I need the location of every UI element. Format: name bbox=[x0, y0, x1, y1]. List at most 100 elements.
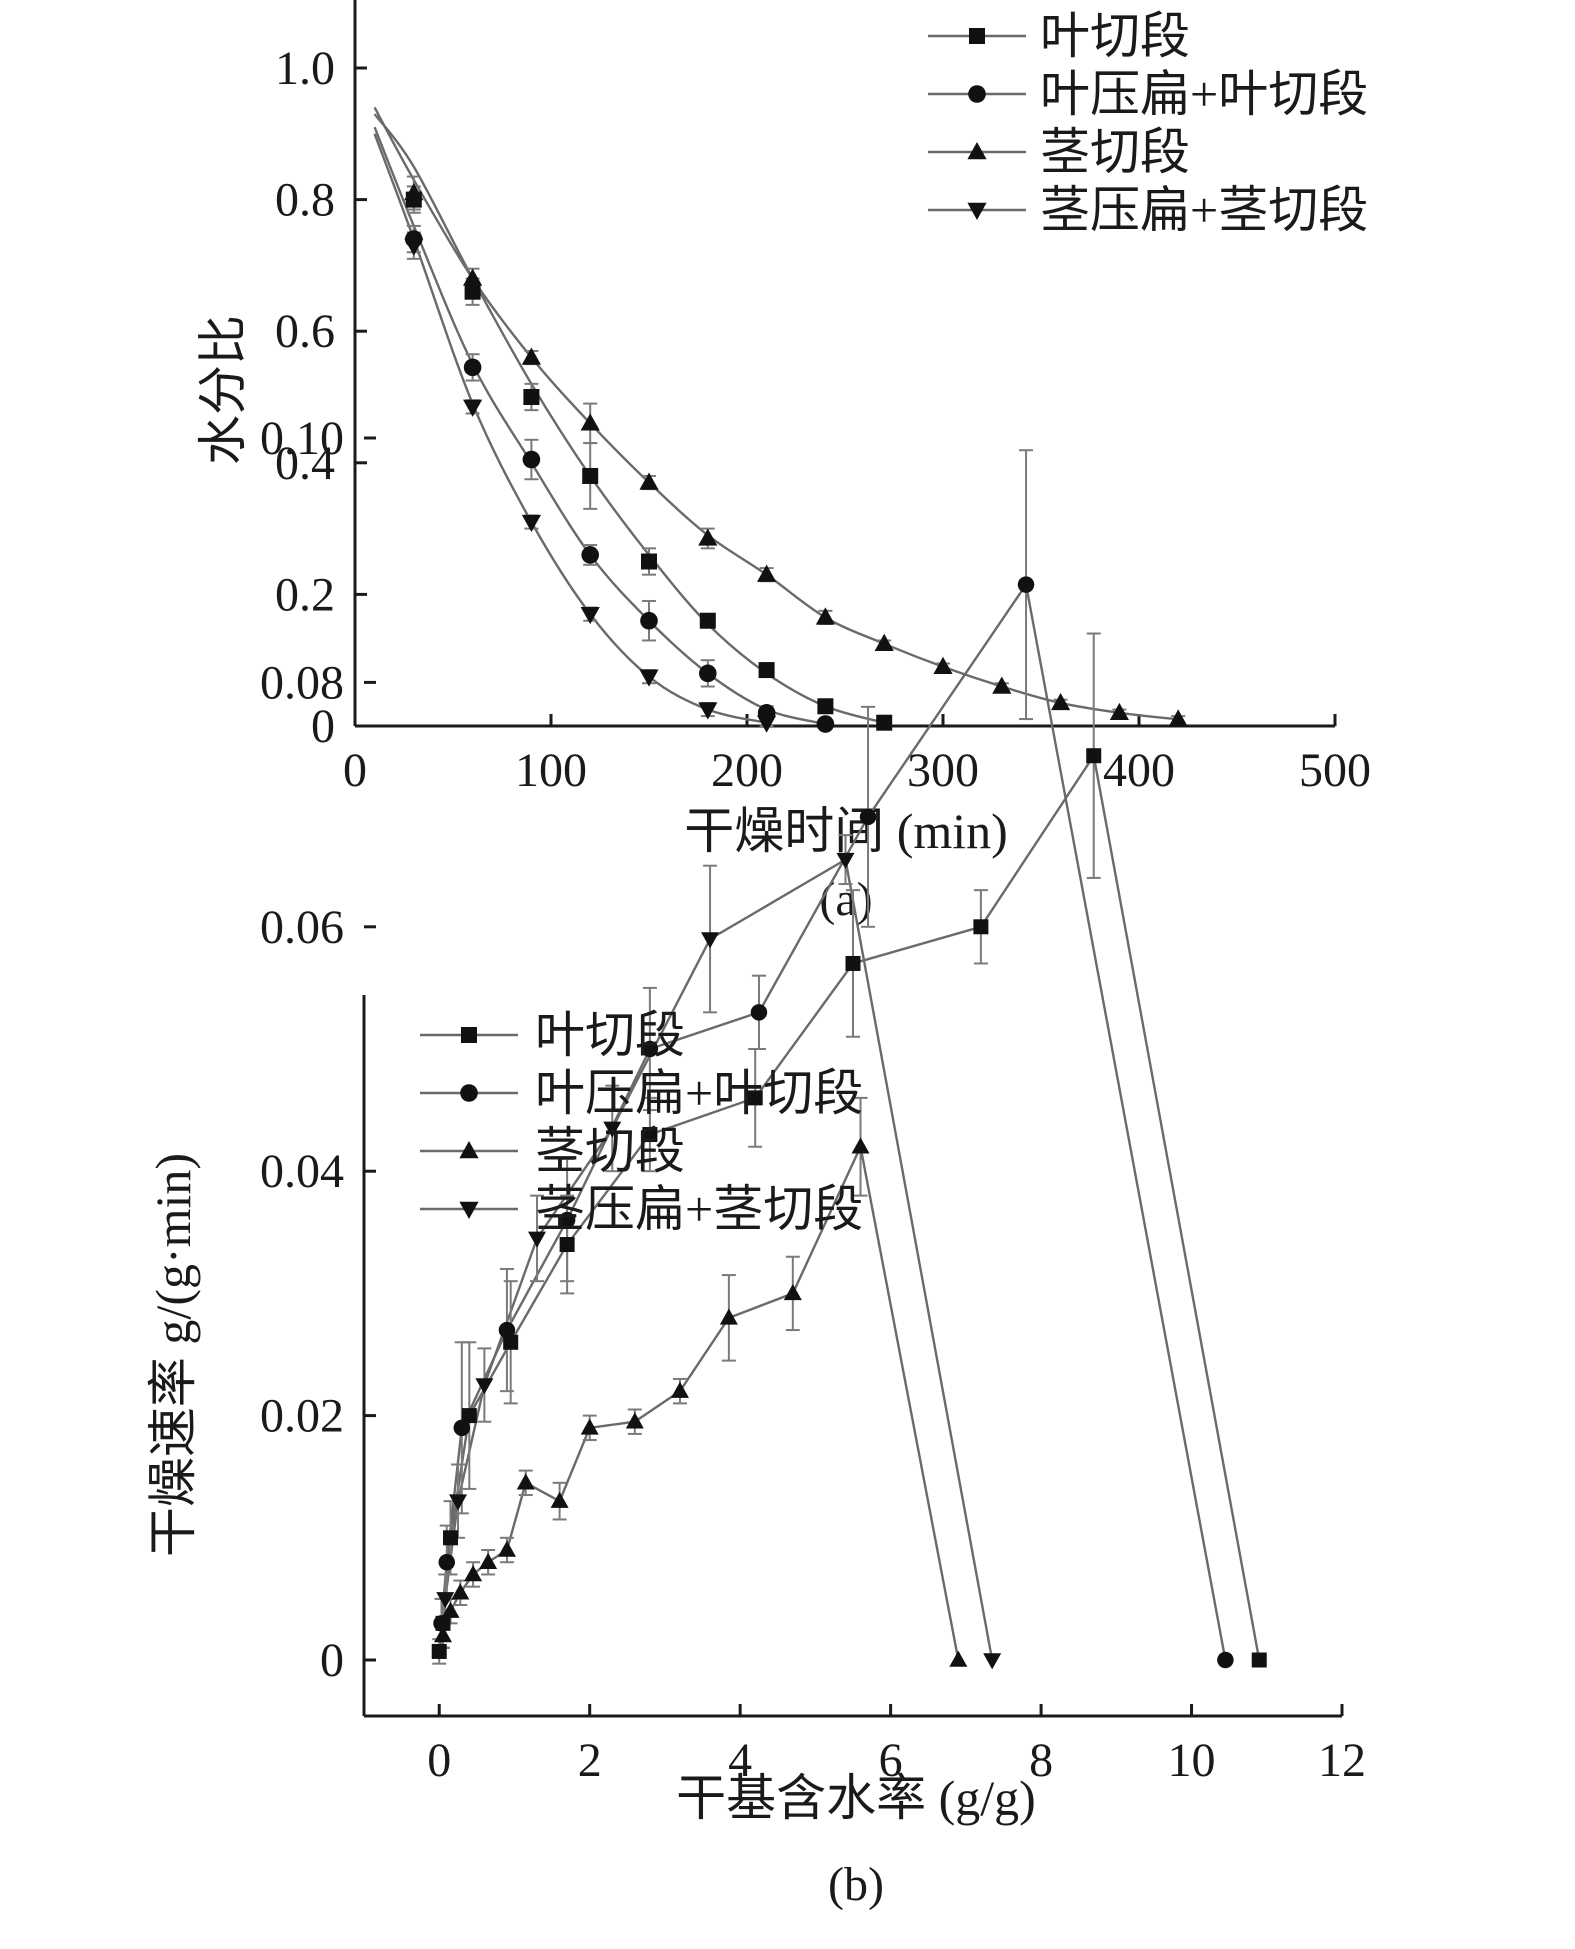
legend-marker-square bbox=[461, 1027, 477, 1043]
x-tick-label: 12 bbox=[1318, 1734, 1366, 1787]
marker-circle bbox=[498, 1321, 516, 1339]
marker-triangle-down bbox=[528, 1231, 547, 1248]
y-tick-label: 0.4 bbox=[275, 437, 335, 490]
marker-circle bbox=[433, 1615, 450, 1632]
marker-square bbox=[431, 1643, 447, 1659]
marker-triangle-down bbox=[983, 1653, 1002, 1670]
markers-b bbox=[431, 576, 1267, 1670]
y-tick-label: 0.2 bbox=[275, 568, 335, 621]
marker-triangle-up bbox=[580, 1418, 599, 1435]
marker-square bbox=[876, 714, 893, 731]
y-tick-label: 0 bbox=[320, 1634, 344, 1687]
marker-circle bbox=[750, 1004, 768, 1021]
y-tick-label: 0.6 bbox=[275, 305, 335, 358]
marker-square bbox=[1251, 1652, 1267, 1668]
marker-circle bbox=[581, 546, 599, 564]
marker-triangle-up bbox=[639, 472, 659, 490]
x-tick-label: 0 bbox=[343, 744, 367, 797]
marker-square bbox=[523, 389, 540, 405]
marker-square bbox=[642, 1127, 658, 1143]
caption-b: (b) bbox=[828, 1858, 884, 1911]
series-line-0 bbox=[438, 752, 1261, 1661]
marker-circle bbox=[438, 1553, 456, 1571]
marker-square bbox=[747, 1090, 763, 1106]
marker-circle bbox=[1217, 1651, 1234, 1669]
marker-circle bbox=[453, 1419, 471, 1437]
y-tick-label: 0 bbox=[311, 700, 335, 753]
marker-triangle-down bbox=[580, 606, 600, 625]
marker-triangle-up bbox=[757, 564, 777, 582]
x-tick-label: 4 bbox=[728, 1734, 752, 1787]
marker-triangle-up bbox=[1168, 709, 1188, 727]
marker-square bbox=[464, 283, 481, 300]
marker-square bbox=[758, 662, 775, 679]
y-tick-label: 0.8 bbox=[275, 174, 335, 227]
legend-marker-circle bbox=[460, 1084, 478, 1102]
marker-triangle-up bbox=[521, 347, 541, 365]
marker-triangle-down bbox=[475, 1378, 494, 1395]
y-tick-label: 0.04 bbox=[260, 1145, 344, 1198]
marker-triangle-down bbox=[449, 1494, 468, 1511]
marker-square bbox=[817, 698, 834, 715]
marker-triangle-down bbox=[757, 715, 777, 733]
series-line-3 bbox=[444, 857, 994, 1661]
legend-label-1: 叶压扁+叶切段 bbox=[535, 1065, 863, 1121]
chart-panel-b: 0 2 4 6 8 10 12 0 0.02 0.04 0.06 0.08 0.10 叶切段叶压扁+叶切… bbox=[145, 412, 1366, 1911]
x-tick-label: 300 bbox=[907, 744, 979, 797]
marker-square bbox=[845, 955, 861, 971]
marker-circle bbox=[1017, 576, 1035, 593]
marker-triangle-up bbox=[933, 656, 953, 674]
marker-triangle-up bbox=[874, 633, 894, 651]
marker-square bbox=[461, 1408, 477, 1424]
chart-panel-a: 0 100 200 300 400 500 0 0.2 0.4 0.6 0.8 1.0 叶切段叶压扁+… bbox=[195, 0, 1371, 926]
x-tick-label: 6 bbox=[879, 1734, 903, 1787]
marker-triangle-up bbox=[550, 1491, 569, 1508]
marker-triangle-up bbox=[451, 1583, 470, 1600]
legend-label-0: 叶切段 bbox=[1040, 8, 1190, 64]
marker-square bbox=[973, 919, 989, 935]
y-tick-label: 0.10 bbox=[260, 412, 344, 465]
legend-marker-triangle-up bbox=[459, 1141, 479, 1159]
marker-triangle-up bbox=[516, 1473, 535, 1490]
marker-triangle-up bbox=[719, 1308, 738, 1325]
legend-label-1: 叶压扁+叶切段 bbox=[1040, 66, 1368, 122]
x-tick-label: 400 bbox=[1103, 744, 1175, 797]
marker-triangle-down bbox=[639, 669, 659, 687]
marker-square bbox=[443, 1530, 459, 1546]
marker-triangle-down bbox=[404, 238, 424, 256]
x-tick-label: 0 bbox=[427, 1734, 451, 1787]
marker-triangle-up bbox=[851, 1137, 870, 1154]
marker-circle bbox=[859, 808, 877, 826]
axes-b: 0 2 4 6 8 10 12 0 0.02 0.04 0.06 0.08 0.10 bbox=[260, 412, 1366, 1787]
marker-circle bbox=[816, 715, 835, 733]
marker-square bbox=[582, 467, 599, 484]
series-line-0 bbox=[373, 113, 885, 724]
marker-circle bbox=[699, 664, 717, 683]
x-tick-label: 10 bbox=[1168, 1734, 1216, 1787]
marker-triangle-up bbox=[433, 1626, 452, 1643]
legend-marker-circle bbox=[968, 85, 986, 103]
marker-triangle-up bbox=[625, 1412, 644, 1429]
x-tick-label: 8 bbox=[1029, 1734, 1053, 1787]
y-axis-title-a: 水分比 bbox=[195, 315, 251, 465]
marker-triangle-down bbox=[521, 514, 541, 533]
legend-marker-triangle-down bbox=[967, 202, 987, 220]
marker-triangle-up bbox=[1109, 702, 1129, 721]
marker-triangle-up bbox=[1051, 692, 1071, 711]
marker-triangle-down bbox=[436, 1592, 455, 1609]
legend-label-0: 叶切段 bbox=[535, 1007, 685, 1063]
series-line-1 bbox=[373, 126, 826, 726]
marker-square bbox=[699, 612, 716, 629]
marker-triangle-up bbox=[463, 268, 483, 286]
marker-square bbox=[1086, 748, 1102, 764]
marker-triangle-up bbox=[783, 1284, 802, 1301]
x-tick-label: 200 bbox=[711, 744, 783, 797]
x-tick-label: 2 bbox=[578, 1734, 602, 1787]
marker-circle bbox=[463, 358, 482, 377]
marker-square bbox=[503, 1334, 519, 1350]
y-axis-title-b: 干燥速率 g/(g·min) bbox=[145, 1153, 201, 1557]
marker-triangle-up bbox=[949, 1650, 968, 1667]
y-tick-label: 1.0 bbox=[275, 42, 335, 95]
